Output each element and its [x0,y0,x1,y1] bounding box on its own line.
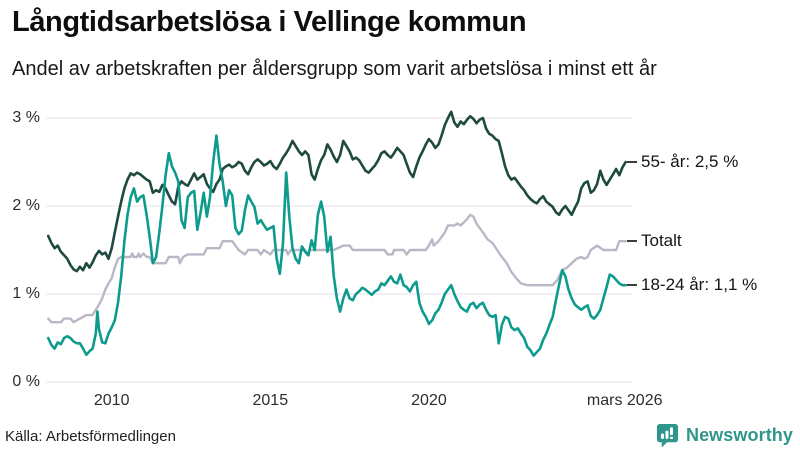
series-line-18-24-ar [46,134,628,357]
chart-subtitle: Andel av arbetskraften per åldersgrupp s… [12,58,657,80]
series-label-dash-totalt [627,240,637,243]
plot-svg [46,110,632,383]
series-line-55-ar [46,110,628,273]
y-tick-label: 2 % [12,197,40,214]
source-note: Källa: Arbetsförmedlingen [5,428,176,445]
y-tick-label: 1 % [12,285,40,302]
x-tick-label: 2015 [252,392,289,409]
series-end-label-totalt: Totalt [641,231,682,251]
y-tick-label: 0 % [12,373,40,390]
series-label-dash-55-ar [627,161,637,163]
series-label-dash-18-24-ar [627,284,637,287]
series-end-label-18-24-ar: 18-24 år: 1,1 % [641,275,758,295]
brand-name: Newsworthy [685,425,793,445]
x-tick-label: mars 2026 [586,392,663,409]
series-end-label-55-ar: 55- år: 2,5 % [641,152,739,171]
series-line-totalt [47,213,627,324]
brand: Newsworthy [656,423,793,448]
newsworthy-logo-icon [656,424,679,448]
x-tick-label: 2020 [411,392,447,409]
y-tick-label: 3 % [12,109,40,126]
page-title: Långtidsarbetslösa i Vellinge kommun [12,6,527,38]
x-tick-label: 2010 [93,392,130,409]
